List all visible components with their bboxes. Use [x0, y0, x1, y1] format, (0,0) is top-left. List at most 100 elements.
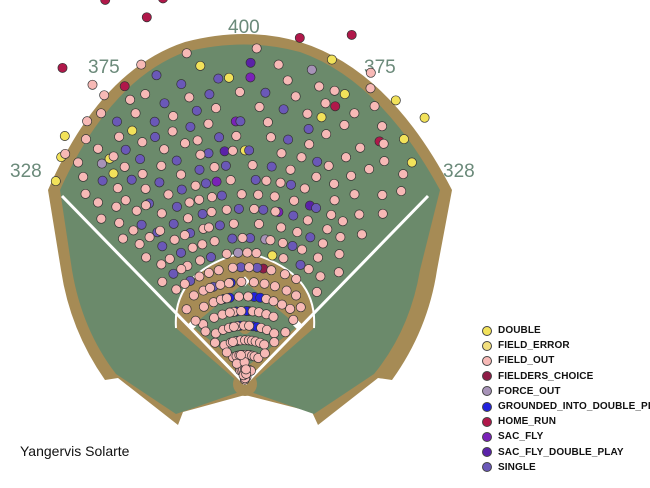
point-field-out: [265, 235, 276, 246]
point-field-out: [279, 269, 290, 280]
point-single: [112, 116, 122, 127]
point-field-out: [111, 201, 122, 212]
point-field-out: [137, 169, 148, 179]
point-field-out: [365, 67, 376, 78]
point-field-out: [206, 207, 217, 217]
point-field-out: [163, 189, 174, 200]
point-field-out: [236, 276, 247, 287]
point-field-out: [326, 209, 337, 220]
point-field-out: [198, 301, 209, 312]
point-field-out: [195, 255, 206, 266]
point-single: [216, 190, 227, 201]
point-field-out: [224, 278, 234, 289]
point-double: [339, 89, 350, 100]
point-field-out: [179, 278, 190, 289]
point-field-out: [243, 291, 254, 302]
point-home-run: [119, 81, 130, 92]
point-single: [197, 209, 208, 219]
point-field-out: [118, 233, 128, 244]
point-field-out: [78, 171, 89, 182]
point-field-out: [251, 248, 262, 259]
legend-swatch: [482, 371, 492, 382]
point-sac-fly-double-play: [219, 146, 230, 157]
point-field-out: [302, 215, 313, 226]
legend-item-home-run: HOME_RUN: [482, 414, 650, 429]
point-field-out: [377, 190, 388, 200]
point-field-out: [269, 337, 280, 348]
legend-label: SAC_FLY: [498, 431, 544, 443]
point-field-out: [317, 238, 328, 249]
point-field-out: [277, 299, 287, 310]
legend: DOUBLE FIELD_ERROR FIELD_OUT FIELDERS_CHOIC…: [482, 323, 650, 475]
point-single: [171, 155, 182, 166]
point-field-out: [251, 43, 262, 54]
point-field-out: [313, 252, 323, 263]
point-field-out: [60, 148, 71, 159]
point-field-out: [379, 156, 390, 167]
point-field-out: [141, 252, 152, 263]
legend-swatch: [482, 340, 492, 351]
point-field-out: [295, 302, 306, 313]
point-sac-fly: [211, 176, 222, 187]
point-field-out: [281, 285, 292, 296]
point-field-out: [254, 102, 265, 112]
right-foul-line: [243, 194, 430, 386]
point-field-out: [227, 262, 238, 273]
legend-item-grounded-into-double-play: GROUNDED_INTO_DOUBLE_PLAY: [482, 399, 650, 414]
point-double: [108, 168, 119, 179]
point-field-out: [337, 216, 348, 227]
point-single: [311, 203, 322, 213]
point-field-out: [341, 152, 351, 163]
point-field-out: [215, 279, 226, 290]
point-field-out: [282, 75, 293, 86]
point-single: [185, 121, 196, 132]
legend-item-sac-fly-double-play: SAC_FLY_DOUBLE_PLAY: [482, 445, 650, 460]
point-single: [214, 220, 225, 231]
point-field-out: [321, 129, 332, 140]
point-field-out: [210, 337, 220, 348]
point-home-run: [330, 101, 341, 112]
point-field-out: [269, 281, 280, 292]
legend-item-double: DOUBLE: [482, 323, 650, 338]
point-field-out: [181, 304, 192, 315]
point-field-out: [221, 204, 232, 215]
point-single: [278, 104, 289, 115]
point-field-out: [398, 169, 409, 180]
point-field-out: [322, 224, 333, 235]
point-field-out: [228, 218, 239, 229]
legend-label: DOUBLE: [498, 325, 541, 337]
legend-label: GROUNDED_INTO_DOUBLE_PLAY: [498, 401, 650, 413]
point-field-out: [311, 171, 322, 182]
point-double: [267, 250, 278, 261]
point-field-out: [190, 315, 201, 326]
legend-item-field-error: FIELD_ERROR: [482, 338, 650, 353]
point-field-out: [179, 230, 190, 241]
point-single: [97, 175, 108, 186]
point-field-out: [234, 87, 245, 97]
legend-swatch: [482, 416, 492, 427]
point-sac-fly: [245, 72, 256, 83]
point-field-out: [259, 278, 270, 289]
point-single: [176, 247, 186, 258]
point-double: [326, 54, 337, 65]
point-single: [191, 105, 202, 116]
point-double: [127, 125, 138, 136]
point-field-out: [183, 213, 193, 224]
point-single: [206, 252, 216, 263]
point-single: [227, 233, 238, 244]
point-double: [224, 72, 234, 83]
point-field-out: [194, 194, 205, 205]
legend-label: FIELD_OUT: [498, 355, 555, 367]
point-field-out: [224, 307, 235, 318]
point-home-run: [57, 62, 68, 73]
point-field-out: [134, 239, 145, 250]
legend-label: SAC_FLY_DOUBLE_PLAY: [498, 446, 624, 458]
point-field-out: [270, 206, 281, 217]
legend-swatch: [482, 355, 492, 366]
point-field-out: [156, 208, 167, 219]
point-field-out: [268, 311, 279, 322]
point-field-out: [171, 284, 182, 295]
point-single: [136, 219, 147, 230]
legend-label: FIELD_ERROR: [498, 340, 570, 352]
point-field-out: [164, 253, 175, 264]
